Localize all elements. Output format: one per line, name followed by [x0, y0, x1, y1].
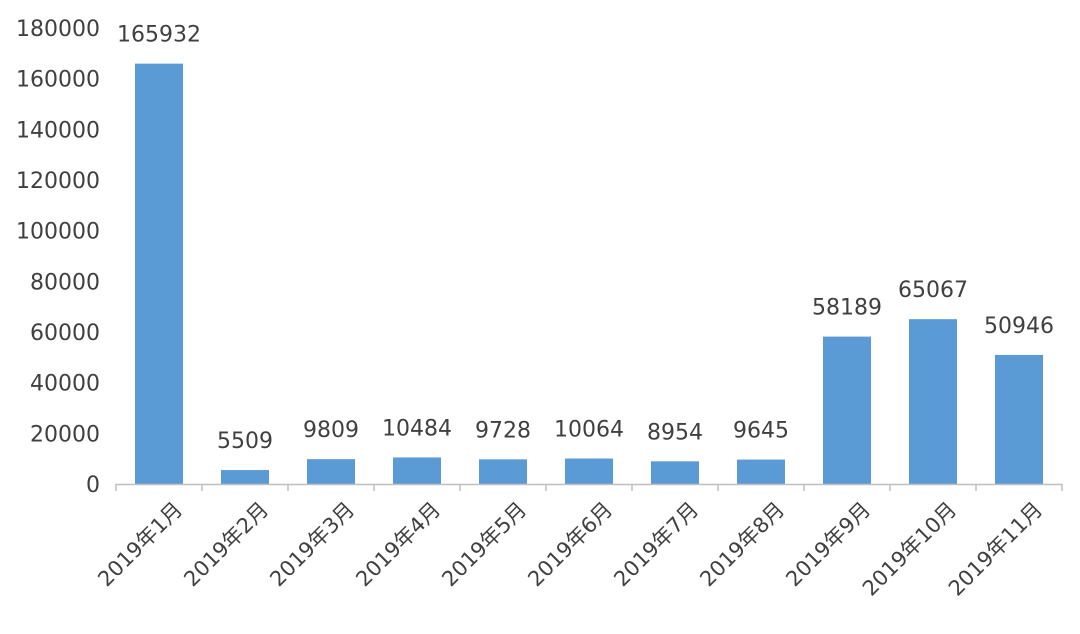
bar	[909, 319, 957, 484]
y-tick-label: 40000	[30, 372, 100, 397]
y-tick-label: 60000	[30, 321, 100, 346]
y-tick-label: 80000	[30, 270, 100, 295]
data-label: 9645	[733, 419, 789, 444]
data-label: 58189	[812, 296, 882, 321]
bar	[565, 458, 613, 484]
y-tick-label: 160000	[16, 68, 100, 93]
bar	[823, 336, 871, 484]
bar	[479, 459, 527, 484]
data-label: 9728	[475, 418, 531, 443]
x-tick-label: 2019年1月	[93, 497, 187, 591]
data-label: 10064	[554, 418, 624, 443]
bar	[651, 461, 699, 484]
x-tick-label: 2019年7月	[609, 497, 703, 591]
x-tick-label: 2019年9月	[781, 497, 875, 591]
bar	[393, 457, 441, 484]
y-tick-label: 100000	[16, 220, 100, 245]
data-label: 50946	[984, 314, 1054, 339]
data-label: 9809	[303, 418, 359, 443]
data-label: 165932	[117, 23, 201, 48]
data-label: 8954	[647, 420, 703, 445]
data-label: 65067	[898, 278, 968, 303]
y-tick-label: 20000	[30, 422, 100, 447]
y-tick-label: 180000	[16, 17, 100, 42]
x-tick-label: 2019年8月	[695, 497, 789, 591]
bar	[307, 459, 355, 484]
y-axis: 0 20000 40000 60000 80000 100000 120000 140000 1…	[16, 17, 100, 498]
bar	[995, 354, 1043, 484]
x-axis: 2019年1月2019年2月2019年3月2019年4月2019年5月2019年…	[93, 484, 1063, 601]
y-tick-label: 140000	[16, 118, 100, 143]
bar-series	[135, 63, 1043, 484]
bar	[737, 459, 785, 484]
x-tick-label: 2019年4月	[351, 497, 445, 591]
y-tick-label: 0	[86, 473, 100, 498]
bar	[221, 470, 269, 484]
data-label: 5509	[217, 429, 273, 454]
data-label: 10484	[382, 416, 452, 441]
x-tick-label: 2019年2月	[179, 497, 273, 591]
data-labels: 165932 5509 9809 10484 9728 10064 8954 9645 5818…	[117, 23, 1054, 454]
x-tick-label: 2019年6月	[523, 497, 617, 591]
x-tick-label: 2019年3月	[265, 497, 359, 591]
bar	[135, 63, 183, 484]
y-tick-label: 120000	[16, 169, 100, 194]
x-tick-label: 2019年5月	[437, 497, 531, 591]
